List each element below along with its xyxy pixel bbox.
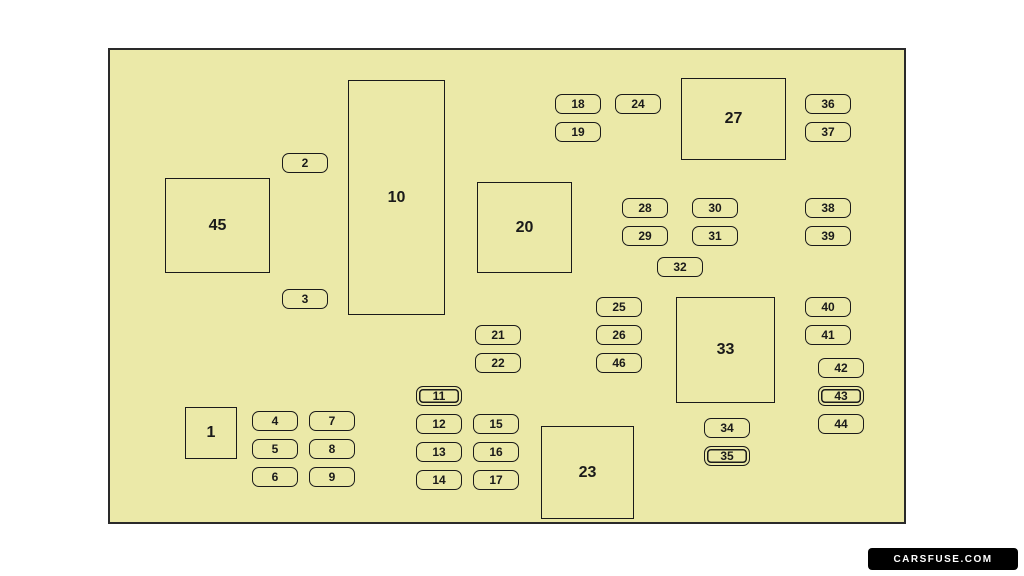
fuse-label: 2 [302,156,309,170]
fuse-37: 37 [805,122,851,142]
fuse-label: 37 [821,125,834,139]
fuse-22: 22 [475,353,521,373]
relay-label: 27 [725,110,743,128]
fuse-label: 40 [821,300,834,314]
fuse-21: 21 [475,325,521,345]
relay-box-45: 45 [165,178,270,273]
fuse-25: 25 [596,297,642,317]
fuse-label: 46 [612,356,625,370]
fuse-31: 31 [692,226,738,246]
relay-label: 45 [209,217,227,235]
fuse-3: 3 [282,289,328,309]
fuse-label: 32 [673,260,686,274]
fuse-12: 12 [416,414,462,434]
fuse-28: 28 [622,198,668,218]
fuse-label: 44 [834,417,847,431]
fuse-label: 39 [821,229,834,243]
fuse-8: 8 [309,439,355,459]
relay-label: 20 [516,219,534,237]
fuse-label: 21 [491,328,504,342]
fuse-label: 22 [491,356,504,370]
fuse-label: 28 [638,201,651,215]
fuse-label: 38 [821,201,834,215]
relay-label: 10 [388,189,406,207]
fuse-label: 17 [489,473,502,487]
fuse-6: 6 [252,467,298,487]
fuse-label: 24 [631,97,644,111]
fuse-label: 31 [708,229,721,243]
fuse-42: 42 [818,358,864,378]
fuse-label: 6 [272,470,279,484]
fuse-26: 26 [596,325,642,345]
fuse-label: 18 [571,97,584,111]
fuse-label: 41 [821,328,834,342]
fuse-46: 46 [596,353,642,373]
fuse-44: 44 [818,414,864,434]
fuse-label: 19 [571,125,584,139]
relay-box-27: 27 [681,78,786,160]
fuse-24: 24 [615,94,661,114]
fuse-label: 42 [834,361,847,375]
fuse-43: 43 [818,386,864,406]
fuse-label: 13 [432,445,445,459]
relay-box-1: 1 [185,407,237,459]
fuse-label: 3 [302,292,309,306]
fuse-41: 41 [805,325,851,345]
fuse-label: 35 [720,449,733,463]
fuse-label: 14 [432,473,445,487]
fuse-29: 29 [622,226,668,246]
relay-box-23: 23 [541,426,634,519]
fuse-18: 18 [555,94,601,114]
fuse-2: 2 [282,153,328,173]
relay-box-33: 33 [676,297,775,403]
fuse-32: 32 [657,257,703,277]
fuse-label: 26 [612,328,625,342]
fuse-15: 15 [473,414,519,434]
fuse-label: 9 [329,470,336,484]
fuse-7: 7 [309,411,355,431]
fuse-label: 15 [489,417,502,431]
fuse-16: 16 [473,442,519,462]
fuse-label: 29 [638,229,651,243]
fuse-label: 5 [272,442,279,456]
fuse-label: 43 [834,389,847,403]
fuse-label: 36 [821,97,834,111]
fuse-17: 17 [473,470,519,490]
fuse-4: 4 [252,411,298,431]
watermark-text: CARSFUSE.COM [893,554,992,565]
fuse-14: 14 [416,470,462,490]
fuse-34: 34 [704,418,750,438]
fuse-9: 9 [309,467,355,487]
relay-box-10: 10 [348,80,445,315]
diagram-canvas: 4510202733231231819243637282930313839322… [0,0,1024,576]
relay-label: 33 [717,341,735,359]
relay-box-20: 20 [477,182,572,273]
fuse-5: 5 [252,439,298,459]
fuse-19: 19 [555,122,601,142]
fuse-40: 40 [805,297,851,317]
watermark: CARSFUSE.COM [868,548,1018,570]
fuse-label: 4 [272,414,279,428]
fuse-38: 38 [805,198,851,218]
fuse-label: 8 [329,442,336,456]
fuse-label: 7 [329,414,336,428]
fuse-36: 36 [805,94,851,114]
fuse-label: 34 [720,421,733,435]
fuse-label: 12 [432,417,445,431]
fuse-35: 35 [704,446,750,466]
fuse-label: 30 [708,201,721,215]
relay-label: 1 [207,424,216,442]
fuse-11: 11 [416,386,462,406]
fuse-label: 25 [612,300,625,314]
fuse-label: 11 [433,389,446,403]
fuse-label: 16 [489,445,502,459]
fuse-13: 13 [416,442,462,462]
fuse-39: 39 [805,226,851,246]
relay-label: 23 [579,464,597,482]
fuse-30: 30 [692,198,738,218]
